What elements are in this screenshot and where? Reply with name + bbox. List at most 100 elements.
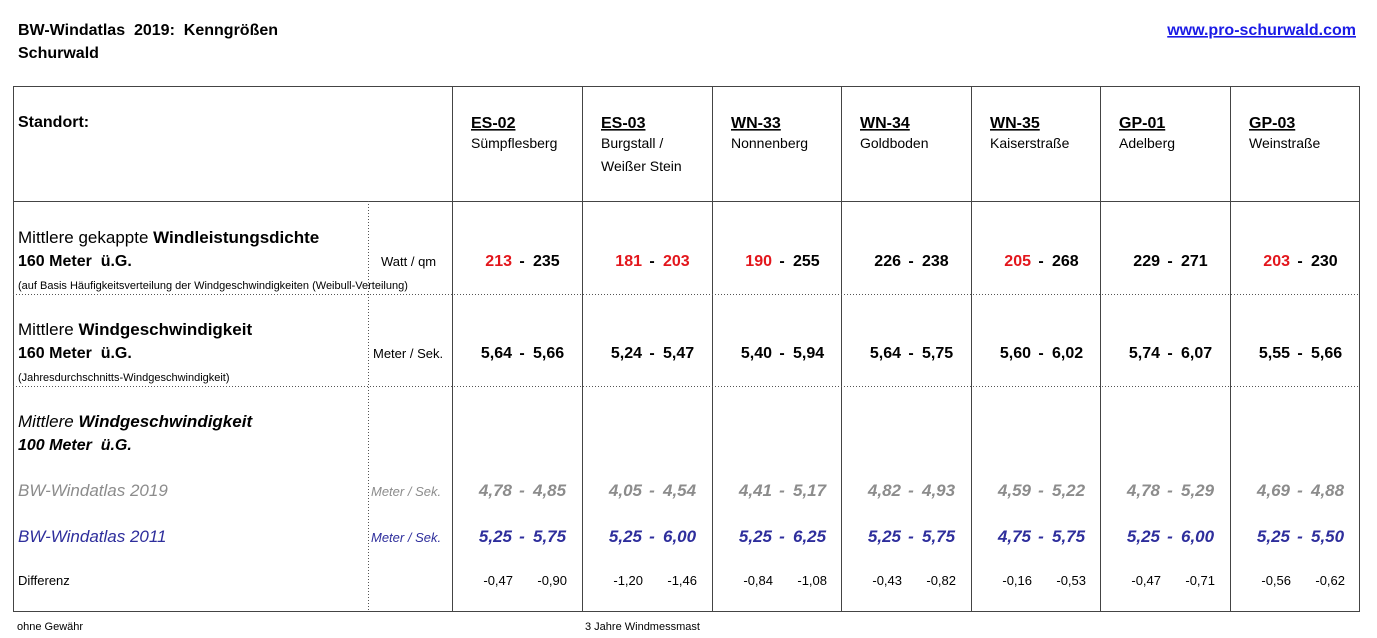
value-low: -0,47 xyxy=(483,573,513,588)
value-high: 238 xyxy=(922,253,949,270)
separator: - xyxy=(649,481,655,500)
title: BW-Windatlas 2019: Kenngrößen xyxy=(18,22,278,39)
separator: - xyxy=(779,253,784,270)
value-low: -0,47 xyxy=(1131,573,1161,588)
site-name: Kaiserstraße xyxy=(990,135,1070,151)
value-high: -0,53 xyxy=(1056,573,1086,588)
value-high: -1,46 xyxy=(667,573,697,588)
value-high: -1,08 xyxy=(797,573,827,588)
unit: Meter / Sek. xyxy=(373,346,443,361)
separator: - xyxy=(1167,253,1172,270)
value-low: -0,16 xyxy=(1002,573,1032,588)
value-high: 6,07 xyxy=(1181,345,1212,362)
link[interactable]: www.pro-schurwald.com xyxy=(1166,22,1356,39)
row-note: (Jahresdurchschnitts-Windgeschwindigkeit… xyxy=(18,372,230,384)
separator: - xyxy=(908,481,914,500)
value-high: 6,25 xyxy=(793,527,827,546)
label-normal: Mittlere gekappte xyxy=(18,228,153,247)
label-bold: Windleistungsdichte xyxy=(153,228,319,247)
site-name: Goldboden xyxy=(860,135,929,151)
separator: - xyxy=(1038,481,1044,500)
label-bold: Windgeschwindigkeit xyxy=(78,320,252,339)
row-label-line2: 160 Meter ü.G. xyxy=(18,345,132,362)
value-high: 6,00 xyxy=(663,527,697,546)
separator: - xyxy=(908,527,914,546)
separator: - xyxy=(779,345,784,362)
unit: Meter / Sek. xyxy=(371,484,441,499)
value-high: -0,82 xyxy=(926,573,956,588)
value-high: 5,75 xyxy=(533,527,567,546)
separator: - xyxy=(649,253,654,270)
footer-note: ohne Gewähr xyxy=(17,621,83,633)
value-low: 4,78 xyxy=(478,481,513,500)
value-low: 229 xyxy=(1133,253,1160,270)
value-low: 181 xyxy=(615,253,642,270)
site-name: Weinstraße xyxy=(1249,135,1321,151)
value-low: 5,24 xyxy=(611,345,642,362)
separator: - xyxy=(1167,481,1173,500)
row-label: BW-Windatlas 2011 xyxy=(18,527,167,546)
value-low: 226 xyxy=(874,253,901,270)
label-bold: Windgeschwindigkeit xyxy=(78,412,253,431)
table-grid xyxy=(13,86,1360,612)
value-high: 235 xyxy=(533,253,560,270)
site-name: Weißer Stein xyxy=(601,158,682,174)
site-code: WN-35 xyxy=(990,115,1040,132)
value-low: 5,25 xyxy=(868,527,902,546)
site-code: WN-34 xyxy=(860,115,910,132)
value-low: 4,59 xyxy=(997,481,1032,500)
separator: - xyxy=(1167,527,1173,546)
value-low: 4,05 xyxy=(608,481,643,500)
value-high: 5,47 xyxy=(663,345,694,362)
row-label: Mittlere gekappte Windleistungsdichte xyxy=(18,228,319,247)
separator: - xyxy=(1038,345,1043,362)
subtitle: Schurwald xyxy=(18,45,99,62)
row-label: Mittlere Windgeschwindigkeit xyxy=(18,412,253,431)
value-low: -0,84 xyxy=(743,573,773,588)
separator: - xyxy=(1038,527,1044,546)
value-high: 271 xyxy=(1181,253,1208,270)
footer-note: 3 Jahre Windmessmast xyxy=(585,621,700,633)
table-border xyxy=(13,86,1360,612)
value-low: 5,25 xyxy=(609,527,643,546)
site-code: GP-01 xyxy=(1119,115,1165,132)
value-low: 5,25 xyxy=(479,527,513,546)
value-high: 230 xyxy=(1311,253,1338,270)
separator: - xyxy=(908,345,913,362)
dotted-lines xyxy=(13,201,1360,611)
separator: - xyxy=(519,481,525,500)
site-code: ES-02 xyxy=(471,115,516,132)
separator: - xyxy=(519,345,524,362)
value-low: 205 xyxy=(1004,253,1031,270)
value-high: 6,02 xyxy=(1052,345,1083,362)
row-label: BW-Windatlas 2019 xyxy=(18,481,168,500)
separator: - xyxy=(1038,253,1043,270)
separator: - xyxy=(908,253,913,270)
value-high: 4,85 xyxy=(532,481,567,500)
value-low: -0,56 xyxy=(1261,573,1291,588)
value-low: 4,82 xyxy=(867,481,902,500)
value-low: -1,20 xyxy=(613,573,643,588)
value-high: 5,66 xyxy=(1311,345,1342,362)
unit: Meter / Sek. xyxy=(371,530,441,545)
row-note: (auf Basis Häufigkeitsverteilung der Win… xyxy=(18,280,408,292)
row-label-line2: 100 Meter ü.G. xyxy=(18,437,132,454)
value-high: 4,88 xyxy=(1310,481,1345,500)
value-low: 5,64 xyxy=(481,345,512,362)
value-high: 5,94 xyxy=(793,345,824,362)
value-low: 5,74 xyxy=(1129,345,1160,362)
site-code: WN-33 xyxy=(731,115,781,132)
label-normal: Mittlere xyxy=(18,320,78,339)
site-code: GP-03 xyxy=(1249,115,1295,132)
value-low: 5,25 xyxy=(1257,527,1291,546)
value-high: 268 xyxy=(1052,253,1079,270)
unit: Watt / qm xyxy=(381,254,436,269)
value-high: 5,50 xyxy=(1311,527,1345,546)
value-high: 5,22 xyxy=(1052,481,1086,500)
value-low: 5,25 xyxy=(1127,527,1161,546)
value-high: 5,17 xyxy=(793,481,828,500)
value-low: 5,60 xyxy=(1000,345,1031,362)
value-low: 4,69 xyxy=(1256,481,1291,500)
row-label: Mittlere Windgeschwindigkeit xyxy=(18,320,252,339)
separator: - xyxy=(519,527,525,546)
